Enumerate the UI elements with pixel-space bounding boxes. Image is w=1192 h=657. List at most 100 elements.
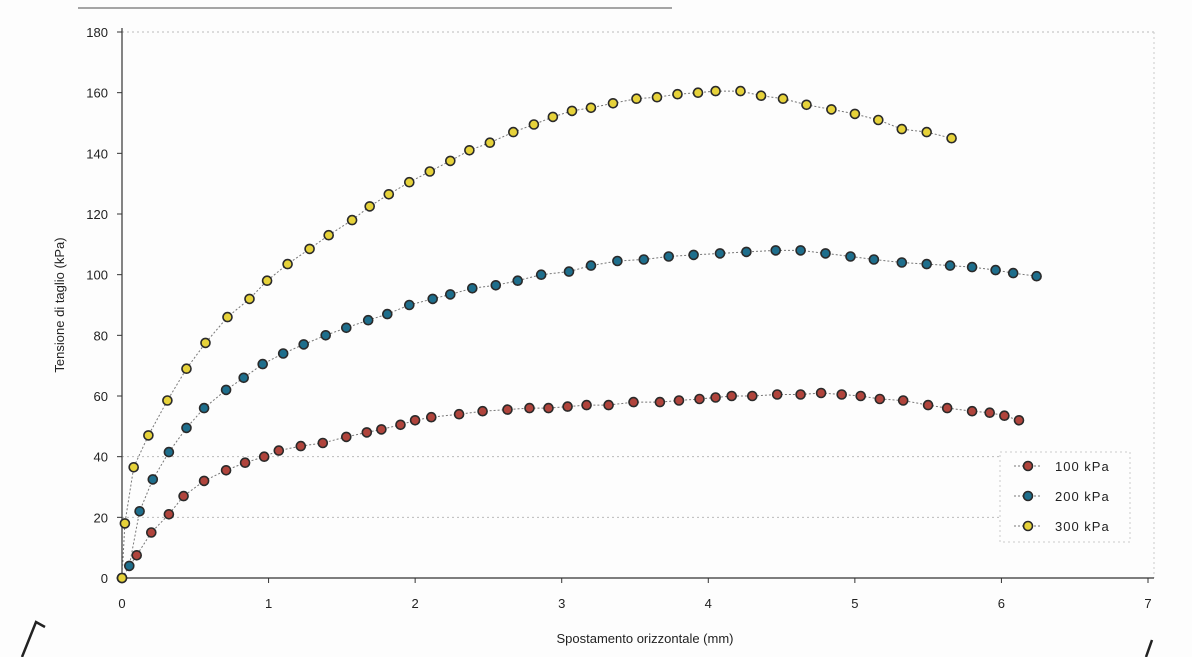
data-point xyxy=(581,399,592,411)
data-point xyxy=(966,261,978,273)
x-tick-label: 4 xyxy=(705,596,712,611)
data-point xyxy=(849,108,861,120)
data-point xyxy=(395,419,406,431)
data-point xyxy=(714,248,726,259)
data-point xyxy=(603,399,614,411)
data-point xyxy=(244,293,255,305)
data-point xyxy=(524,402,535,414)
data-point xyxy=(162,395,173,406)
x-axis-ticks: 0 1 2 3 4 5 6 7 xyxy=(118,578,1152,611)
data-point xyxy=(562,401,573,412)
data-point xyxy=(673,395,685,406)
data-point xyxy=(836,389,848,400)
data-point xyxy=(1007,267,1019,279)
y-tick-label: 160 xyxy=(86,86,108,101)
data-point xyxy=(1013,414,1025,426)
data-point xyxy=(147,474,159,485)
data-point xyxy=(741,246,752,258)
data-point xyxy=(795,245,806,256)
data-point xyxy=(403,176,415,188)
data-point xyxy=(277,348,289,359)
data-point xyxy=(220,464,232,476)
series-2 xyxy=(116,245,1042,584)
data-point xyxy=(261,275,273,287)
data-point xyxy=(403,299,415,311)
y-tick-label: 180 xyxy=(86,25,108,40)
data-point xyxy=(409,414,421,426)
legend-label: 100 kPa xyxy=(1055,459,1110,474)
data-point xyxy=(563,266,575,277)
data-point xyxy=(990,264,1001,276)
data-point xyxy=(383,189,395,200)
y-tick-label: 100 xyxy=(86,268,108,283)
y-tick-label: 40 xyxy=(94,450,108,465)
x-axis-title: Spostamento orizzontale (mm) xyxy=(556,631,733,646)
data-point xyxy=(273,445,285,456)
data-point xyxy=(346,214,358,226)
data-point xyxy=(944,260,956,271)
data-point xyxy=(777,93,789,104)
x-tick-label: 1 xyxy=(265,596,272,611)
data-point xyxy=(566,105,578,117)
y-tick-label: 20 xyxy=(94,510,108,525)
data-point xyxy=(585,102,597,114)
data-point xyxy=(874,393,886,405)
data-point xyxy=(921,126,933,138)
data-point xyxy=(444,155,456,167)
data-point xyxy=(672,88,683,100)
x-tick-label: 3 xyxy=(558,596,565,611)
series-line xyxy=(121,392,1020,579)
legend-marker xyxy=(1022,490,1034,502)
data-point xyxy=(896,257,908,268)
data-point xyxy=(181,422,192,434)
data-point xyxy=(427,293,439,305)
data-point xyxy=(295,440,307,452)
data-point xyxy=(376,424,387,435)
series-3 xyxy=(116,85,957,584)
data-point xyxy=(638,254,650,265)
data-point xyxy=(607,98,619,109)
data-point xyxy=(453,408,465,420)
data-point xyxy=(198,475,210,487)
data-point xyxy=(941,402,953,414)
y-tick-label: 60 xyxy=(94,389,108,404)
data-point xyxy=(304,243,315,255)
data-point xyxy=(688,249,699,261)
data-point xyxy=(507,126,519,138)
data-point xyxy=(922,399,934,411)
data-point xyxy=(222,311,233,323)
data-point xyxy=(631,93,642,104)
handwritten-mark-right xyxy=(1144,639,1154,657)
data-point xyxy=(815,387,827,399)
data-point xyxy=(820,248,831,259)
legend-marker xyxy=(1022,460,1034,472)
y-tick-label: 0 xyxy=(101,571,108,586)
data-point xyxy=(257,358,269,370)
x-tick-label: 7 xyxy=(1144,596,1151,611)
data-point xyxy=(282,258,293,270)
data-point xyxy=(238,372,249,384)
data-point xyxy=(146,527,157,538)
data-point xyxy=(855,390,867,402)
handwritten-mark-left xyxy=(20,620,46,657)
legend: 100 kPa 200 kPa 300 kPa xyxy=(999,451,1131,543)
data-point xyxy=(464,145,475,156)
data-point xyxy=(735,85,746,97)
data-point xyxy=(490,279,502,291)
data-point xyxy=(694,393,705,405)
y-tick-label: 80 xyxy=(94,328,108,343)
x-tick-label: 0 xyxy=(118,596,125,611)
legend-marker xyxy=(1022,520,1034,532)
y-axis-ticks: 0 20 40 60 80 100 120 140 160 180 xyxy=(86,25,122,586)
data-point xyxy=(612,255,623,267)
data-point xyxy=(181,363,192,375)
data-point xyxy=(628,396,639,408)
data-point xyxy=(543,402,554,414)
legend-box xyxy=(999,451,1131,543)
data-point xyxy=(444,289,456,300)
y-axis-title: Tensione di taglio (kPa) xyxy=(52,237,67,372)
data-point xyxy=(654,396,666,408)
data-point xyxy=(220,384,232,396)
data-point xyxy=(134,505,145,517)
